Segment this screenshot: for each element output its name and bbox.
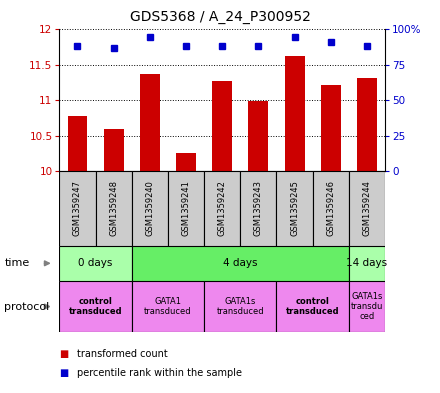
Text: protocol: protocol [4,301,50,312]
Text: 0 days: 0 days [78,258,113,268]
Bar [95,171,132,246]
Bar [349,281,385,332]
Bar [285,56,304,171]
Text: GATA1s
transdu
ced: GATA1s transdu ced [351,292,383,321]
Text: GATA1s
transduced: GATA1s transduced [216,297,264,316]
Text: control
transduced: control transduced [69,297,122,316]
Bar [59,281,132,332]
Bar [132,171,168,246]
Text: 4 days: 4 days [223,258,257,268]
Text: GSM1359245: GSM1359245 [290,180,299,236]
Text: 14 days: 14 days [346,258,388,268]
Bar [59,171,95,246]
Bar [249,101,268,171]
Bar [104,129,124,171]
Bar [240,171,276,246]
Bar [357,77,377,171]
Bar [321,84,341,171]
Bar [132,281,204,332]
Text: GSM1359242: GSM1359242 [218,180,227,236]
Text: time: time [4,258,29,268]
Text: GSM1359241: GSM1359241 [182,180,191,236]
Text: ■: ■ [59,368,69,378]
Bar [313,171,349,246]
Text: GSM1359244: GSM1359244 [363,180,371,236]
Bar [276,281,349,332]
Bar [140,74,160,171]
Text: GDS5368 / A_24_P300952: GDS5368 / A_24_P300952 [129,10,311,24]
Bar [349,171,385,246]
Text: GSM1359240: GSM1359240 [145,180,154,236]
Bar [204,171,240,246]
Bar [212,81,232,171]
Text: GSM1359247: GSM1359247 [73,180,82,236]
Bar [68,116,88,171]
Bar [168,171,204,246]
Bar [204,281,276,332]
Text: transformed count: transformed count [77,349,168,359]
Text: GATA1
transduced: GATA1 transduced [144,297,192,316]
Text: GSM1359243: GSM1359243 [254,180,263,236]
Bar [276,171,313,246]
Bar [132,246,349,281]
Text: control
transduced: control transduced [286,297,339,316]
Text: GSM1359246: GSM1359246 [326,180,335,236]
Bar [176,153,196,171]
Text: ■: ■ [59,349,69,359]
Bar [59,246,132,281]
Bar [349,246,385,281]
Text: percentile rank within the sample: percentile rank within the sample [77,368,242,378]
Text: GSM1359248: GSM1359248 [109,180,118,236]
